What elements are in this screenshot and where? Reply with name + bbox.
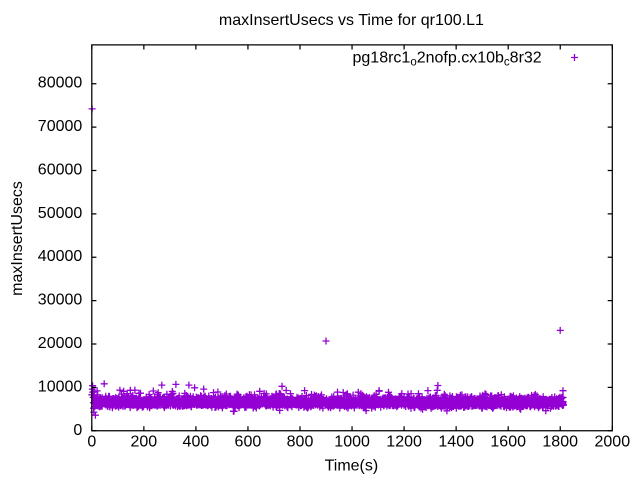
svg-text:30000: 30000 (38, 292, 83, 309)
svg-text:1600: 1600 (490, 434, 526, 451)
svg-text:60000: 60000 (38, 162, 83, 179)
svg-text:600: 600 (235, 434, 262, 451)
svg-text:400: 400 (183, 434, 210, 451)
svg-text:20000: 20000 (38, 335, 83, 352)
svg-text:maxInsertUsecs: maxInsertUsecs (9, 181, 26, 296)
svg-text:50000: 50000 (38, 205, 83, 222)
svg-text:200: 200 (130, 434, 157, 451)
svg-text:1800: 1800 (542, 434, 578, 451)
svg-text:1000: 1000 (334, 434, 370, 451)
svg-text:Time(s): Time(s) (325, 457, 379, 474)
svg-text:10000: 10000 (38, 378, 83, 395)
svg-text:800: 800 (287, 434, 314, 451)
svg-text:maxInsertUsecs vs Time for qr1: maxInsertUsecs vs Time for qr100.L1 (219, 12, 484, 29)
svg-text:0: 0 (73, 422, 82, 439)
svg-text:80000: 80000 (38, 75, 83, 92)
svg-text:70000: 70000 (38, 118, 83, 135)
svg-text:1400: 1400 (438, 434, 474, 451)
svg-text:0: 0 (87, 434, 96, 451)
svg-text:40000: 40000 (38, 248, 83, 265)
svg-text:1200: 1200 (386, 434, 422, 451)
svg-text:2000: 2000 (595, 434, 631, 451)
svg-text:pg18rc1o2nofp.cx10bc8r32: pg18rc1o2nofp.cx10bc8r32 (353, 49, 542, 68)
